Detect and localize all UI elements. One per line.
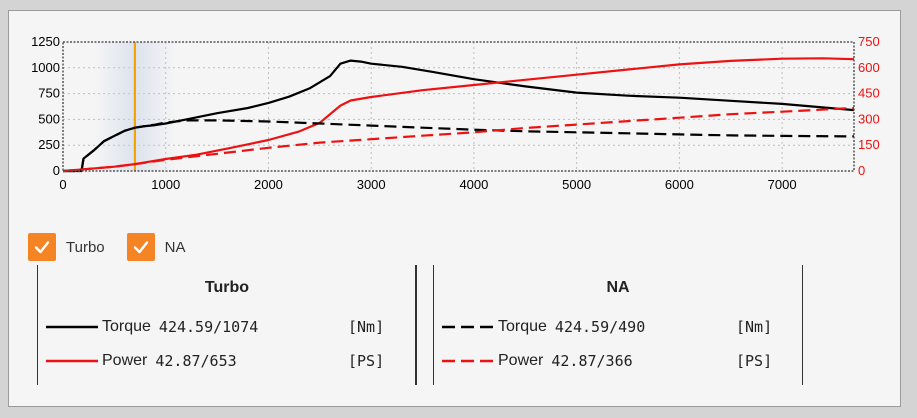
y-right-tick-label: 300 [858,111,880,126]
x-tick-label: 2000 [254,177,283,192]
na-torque-unit: [Nm] [736,318,773,336]
na-checkbox-label[interactable]: NA [164,238,186,256]
na-torque-name: Torque [498,318,547,335]
na-torque-row: Torque 424.59/490 [Nm] [440,316,772,338]
x-tick-label: 1000 [151,177,180,192]
solid-red-line-swatch [46,359,98,363]
series-turbo-torque [63,59,855,173]
y-right-tick-label: 600 [858,60,880,75]
dashed-black-line-swatch [442,325,494,329]
y-right-tick-label: 0 [858,163,865,178]
series-na-power [62,106,855,173]
chart-axes: 0 1000 2000 3000 4000 5000 6000 700002505007501… [31,34,880,192]
dashed-red-line-swatch [442,359,494,363]
y-left-tick-label: 0 [53,163,60,178]
y-left-tick-label: 750 [38,86,60,101]
x-tick-label: 6000 [665,177,694,192]
plot-frame [62,41,855,172]
y-right-tick-label: 750 [858,34,880,49]
legend-divider [415,265,419,385]
y-right-tick-label: 450 [858,86,880,101]
chart-cursor-layer [94,42,175,171]
na-power-row: Power 42.87/366 [PS] [440,350,772,372]
turbo-torque-unit: [Nm] [348,318,385,336]
na-legend: NA Torque 424.59/490 [Nm] Power 42.87/36… [433,265,803,385]
solid-black-line-swatch [46,325,98,329]
series-na-torque [63,119,855,173]
chart-series-layer [62,57,855,173]
turbo-checkbox-label[interactable]: Turbo [66,238,105,256]
y-right-tick-label: 150 [858,137,880,152]
turbo-checkbox[interactable] [28,233,56,261]
plot-area [63,42,854,171]
y-left-tick-label: 250 [38,137,60,152]
turbo-legend: Turbo Torque 424.59/1074 [Nm] Power 42.8… [37,265,417,385]
turbo-torque-value: 424.59/1074 [158,318,259,336]
x-tick-label: 4000 [459,177,488,192]
series-toggle-row: Turbo NA [28,233,207,261]
na-legend-title: NA [606,279,630,296]
turbo-legend-title: Turbo [204,279,250,296]
turbo-power-unit: [PS] [348,352,385,370]
chart-grid [63,42,854,171]
na-checkbox[interactable] [126,233,155,261]
check-icon [133,241,148,254]
torque-power-chart[interactable]: 0 1000 2000 3000 4000 5000 6000 700002505007501… [9,11,902,211]
turbo-power-value: 42.87/653 [155,352,237,370]
na-power-name: Power [498,352,544,369]
na-power-unit: [PS] [736,352,773,370]
y-left-tick-label: 500 [38,111,60,126]
check-icon [34,241,50,254]
turbo-torque-name: Torque [102,318,151,335]
na-power-value: 42.87/366 [551,352,633,370]
x-tick-label: 0 [59,177,66,192]
x-tick-label: 5000 [562,177,591,192]
x-tick-label: 7000 [768,177,797,192]
y-left-tick-label: 1250 [31,34,60,49]
x-tick-label: 3000 [357,177,386,192]
dyno-panel: 0 1000 2000 3000 4000 5000 6000 7000 0 250 500 750 1… [8,10,901,407]
turbo-torque-row: Torque 424.59/1074 [Nm] [44,316,384,338]
y-left-tick-label: 1000 [31,60,60,75]
turbo-power-name: Power [102,352,148,369]
na-torque-value: 424.59/490 [554,318,646,336]
turbo-power-row: Power 42.87/653 [PS] [44,350,384,372]
